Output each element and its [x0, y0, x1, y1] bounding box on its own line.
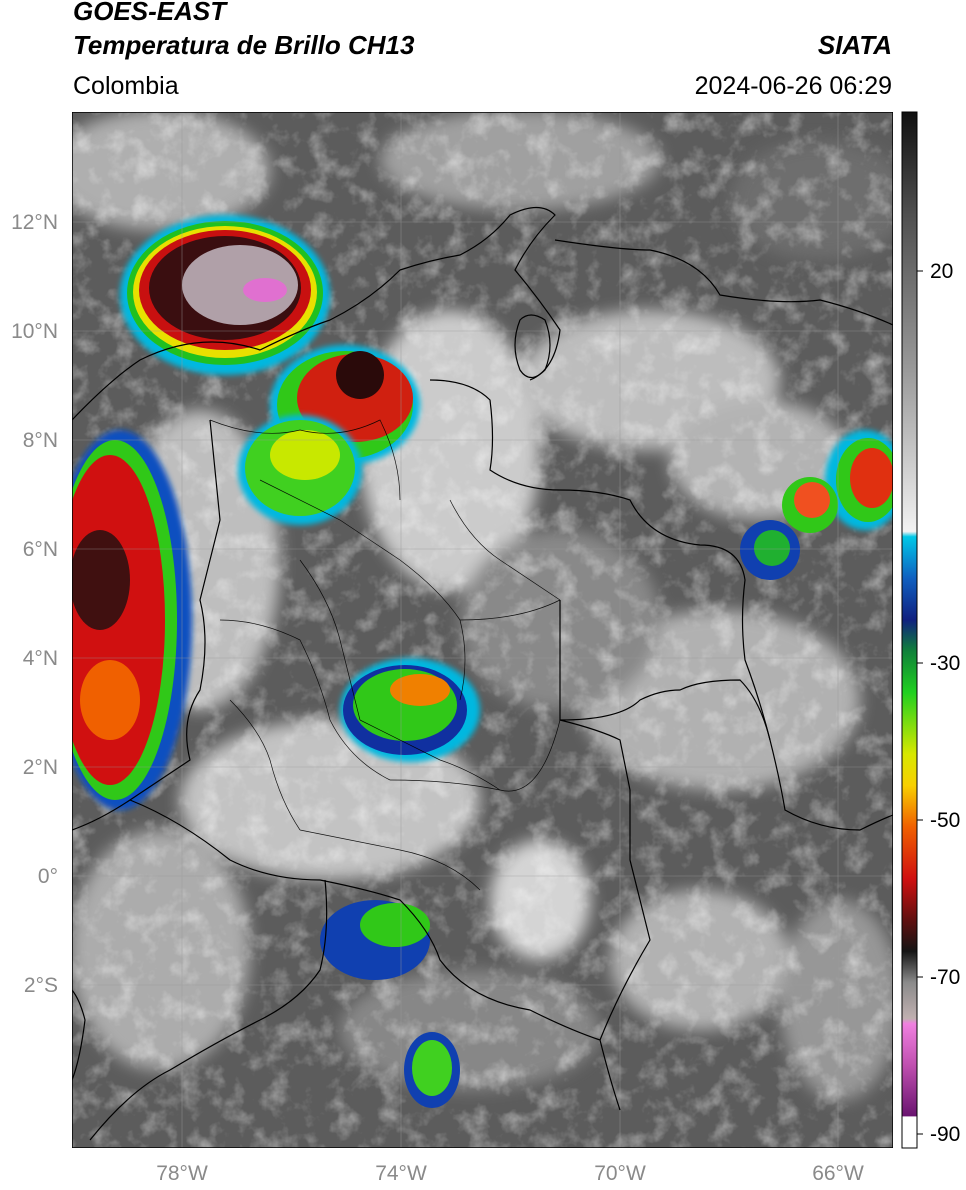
lon-label: 66°W	[812, 1162, 864, 1185]
convective-cell-orinoquia	[340, 658, 480, 762]
lon-label: 78°W	[156, 1162, 208, 1185]
region-label: Colombia	[73, 72, 179, 100]
cloud-imagery	[72, 112, 893, 1148]
convective-cell-caribbean	[120, 215, 330, 375]
lat-label: 2°S	[24, 974, 58, 997]
convective-cell-catatumbo	[270, 345, 420, 465]
organization-label: SIATA	[817, 30, 892, 60]
lat-label: 6°N	[23, 538, 58, 561]
lat-label: 12°N	[11, 211, 58, 234]
colorbar-tick-label: -50	[930, 809, 960, 832]
satellite-title: GOES-EAST	[73, 0, 227, 26]
lat-label: 4°N	[23, 647, 58, 670]
lon-label: 70°W	[594, 1162, 646, 1185]
convective-cell-amazonas	[320, 900, 460, 1108]
timestamp-label: 2024-06-26 06:29	[694, 72, 892, 100]
lat-label: 0°	[38, 865, 58, 888]
colorbar-tick-label: -70	[930, 966, 960, 989]
longitude-axis: 78°W 74°W 70°W 66°W	[156, 1162, 864, 1185]
product-title: Temperatura de Brillo CH13	[73, 30, 415, 60]
colorbar-tick-label: -30	[930, 652, 960, 675]
lat-label: 10°N	[11, 320, 58, 343]
colorbar-tick-label: -90	[930, 1123, 960, 1146]
country-borders	[72, 206, 893, 1141]
convective-cell-uraba	[238, 415, 362, 525]
temperature-colorbar: 20 -30 -50 -70 -90	[901, 111, 960, 1149]
convective-cell-venezuela	[740, 430, 893, 580]
convective-cell-pacific	[72, 430, 192, 810]
colorbar-tick-label: 20	[930, 260, 953, 283]
lat-label: 2°N	[23, 756, 58, 779]
latitude-axis: 12°N 10°N 8°N 6°N 4°N 2°N 0° 2°S	[11, 211, 58, 997]
lon-label: 74°W	[375, 1162, 427, 1185]
lat-label: 8°N	[23, 429, 58, 452]
